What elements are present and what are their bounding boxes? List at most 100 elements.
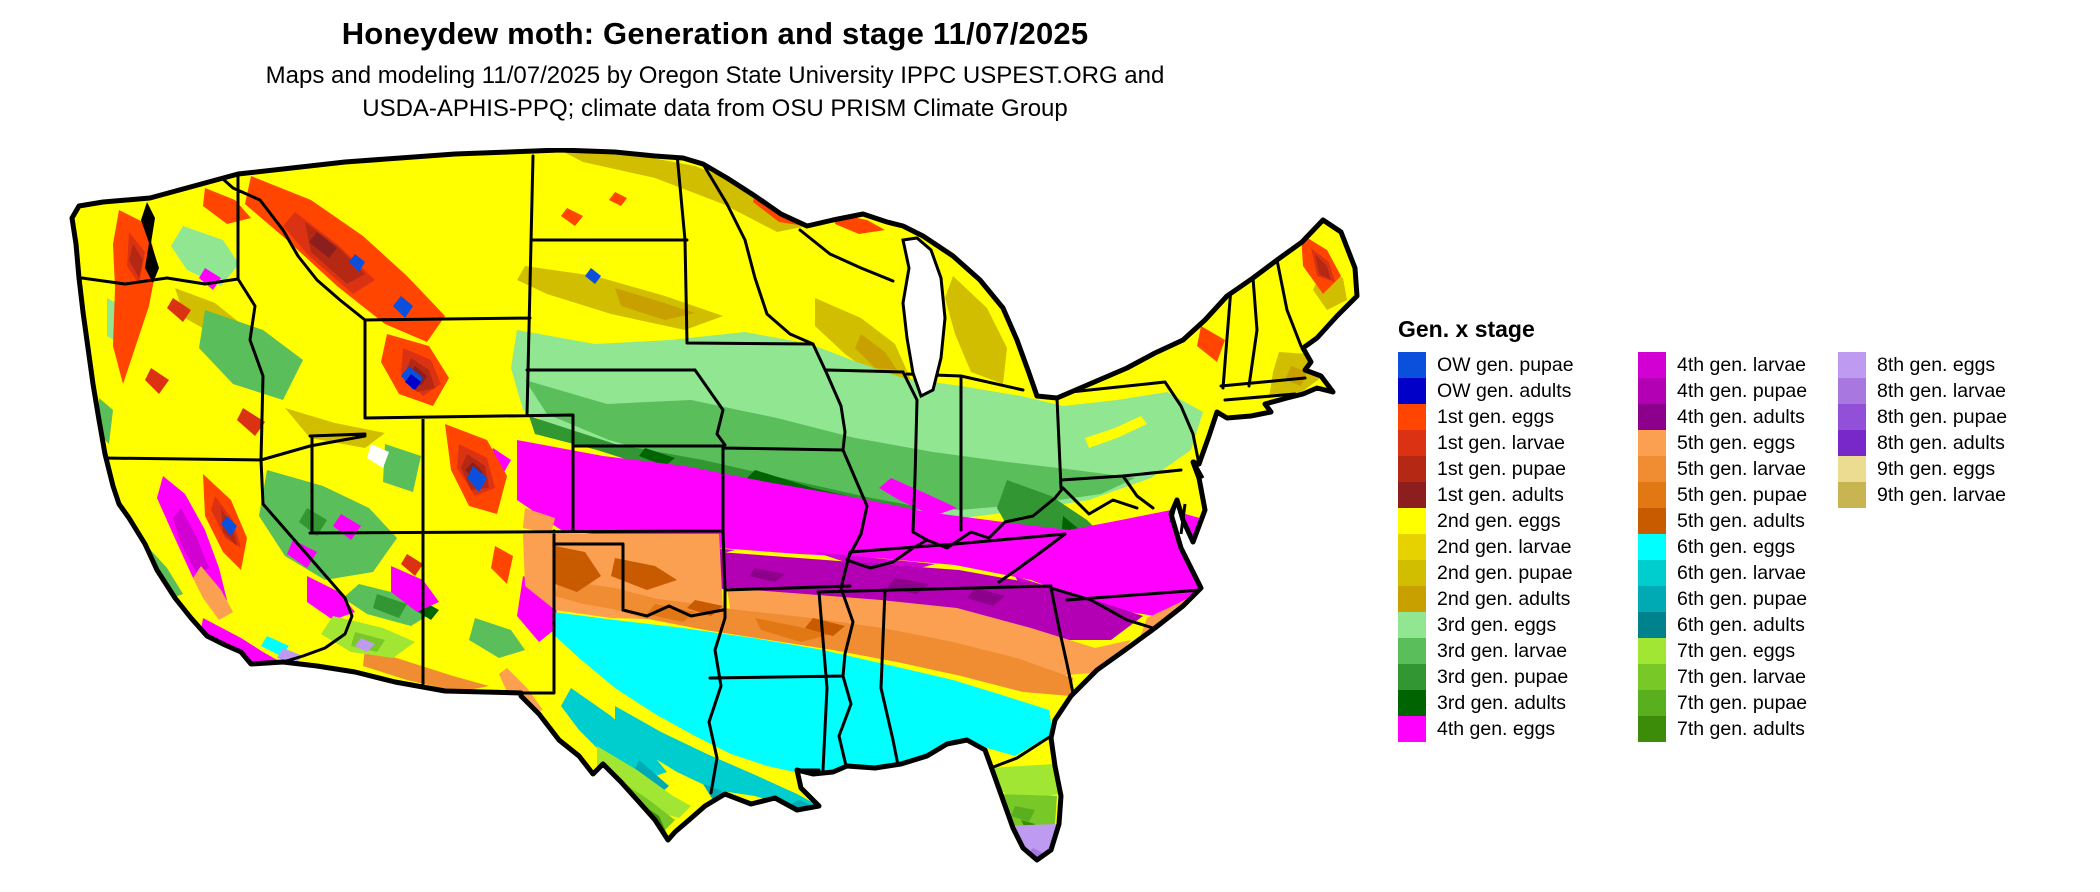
map-region-patch	[349, 254, 365, 272]
legend-swatch-g5_adults	[1638, 508, 1666, 534]
legend-label: 6th gen. adults	[1677, 613, 1805, 636]
legend-label: 8th gen. larvae	[1877, 379, 2007, 402]
map-region-patch	[287, 540, 317, 568]
legend-label: 4th gen. adults	[1677, 405, 1805, 428]
legend-label: 8th gen. adults	[1877, 431, 2005, 454]
legend-item: 6th gen. adults	[1638, 612, 1807, 638]
legend-label: 7th gen. eggs	[1677, 639, 1796, 662]
legend-swatch-g1_pupae	[1398, 456, 1426, 482]
map-region-patch	[987, 870, 995, 880]
map-region-patch	[525, 380, 1135, 510]
subtitle-line-1: Maps and modeling 11/07/2025 by Oregon S…	[265, 62, 1165, 89]
legend-label: 9th gen. larvae	[1877, 483, 2007, 506]
map-region-patch	[805, 618, 845, 636]
legend-item: 1st gen. adults	[1398, 482, 1574, 508]
legend-swatch-g3_pupae	[1398, 664, 1426, 690]
legend-label: 2nd gen. pupae	[1437, 561, 1573, 584]
legend-swatch-g7_pupae	[1638, 690, 1666, 716]
legend-label: 3rd gen. larvae	[1437, 639, 1568, 662]
legend-label: 1st gen. larvae	[1437, 431, 1565, 454]
map-region-patch	[967, 588, 1005, 606]
map-region-patch	[727, 588, 1131, 676]
legend-swatch-ow_pupae	[1398, 352, 1426, 378]
map-region-patch	[855, 334, 897, 370]
legend-label: OW gen. pupae	[1437, 353, 1574, 376]
legend-item: 3rd gen. eggs	[1398, 612, 1574, 638]
map-region-ow-gen-adults	[405, 374, 421, 390]
legend-label: 1st gen. pupae	[1437, 457, 1567, 480]
legend-label: 1st gen. eggs	[1437, 405, 1555, 428]
map-region-patch	[221, 516, 237, 536]
legend-label: 6th gen. larvae	[1677, 561, 1807, 584]
legend-item: 8th gen. adults	[1838, 430, 2007, 456]
legend-item: 4th gen. adults	[1638, 404, 1807, 430]
legend-item: 5th gen. eggs	[1638, 430, 1807, 456]
legend-swatch-g6_pupae	[1638, 586, 1666, 612]
legend-item: 5th gen. larvae	[1638, 456, 1807, 482]
legend-label: OW gen. adults	[1437, 379, 1572, 402]
legend-label: 4th gen. larvae	[1677, 353, 1807, 376]
map-region-patch	[647, 604, 695, 622]
legend-swatch-ow_adults	[1398, 378, 1426, 404]
legend-column-1: OW gen. pupae OW gen. adults 1st gen. eggs…	[1398, 352, 1574, 742]
legend-item: 9th gen. eggs	[1838, 456, 2007, 482]
legend-item: OW gen. adults	[1398, 378, 1574, 404]
legend-label: 5th gen. adults	[1677, 509, 1805, 532]
chesapeake-bay-lines	[1169, 459, 1205, 535]
map-region-patch	[595, 592, 1073, 696]
legend-swatch-g1_adults	[1398, 482, 1426, 508]
legend-swatch-g6_eggs	[1638, 534, 1666, 560]
legend-item: 4th gen. pupae	[1638, 378, 1807, 404]
legend-columns: OW gen. pupae OW gen. adults 1st gen. eggs…	[1398, 352, 2088, 752]
legend-item: 1st gen. larvae	[1398, 430, 1574, 456]
legend-item: 4th gen. eggs	[1398, 716, 1574, 742]
map-region-patch	[391, 566, 439, 612]
map-region-patch	[393, 296, 413, 318]
legend-swatch-g7_adults	[1638, 716, 1666, 742]
legend-item: 5th gen. pupae	[1638, 482, 1807, 508]
page-subtitle: Maps and modeling 11/07/2025 by Oregon S…	[0, 60, 1430, 126]
map-raster	[72, 150, 1357, 884]
legend-swatch-g6_larvae	[1638, 560, 1666, 586]
legend-item: 8th gen. larvae	[1838, 378, 2007, 404]
legend-item: 3rd gen. pupae	[1398, 664, 1574, 690]
legend-swatch-g6_adults	[1638, 612, 1666, 638]
map-region-patch	[1085, 416, 1147, 448]
map-svg	[69, 148, 1360, 884]
us-generation-stage-map	[55, 148, 1400, 892]
legend-label: 2nd gen. larvae	[1437, 535, 1572, 558]
map-region-patch	[555, 546, 601, 592]
map-region-patch	[615, 706, 819, 808]
legend-swatch-g2_adults	[1398, 586, 1426, 612]
map-region-patch	[167, 298, 191, 322]
map-region-patch	[1011, 874, 1029, 884]
legend-item: 6th gen. eggs	[1638, 534, 1807, 560]
legend-item: 8th gen. pupae	[1838, 404, 2007, 430]
legend-label: 7th gen. larvae	[1677, 665, 1807, 688]
map-region-patch	[585, 268, 601, 284]
map-region-3rd-gen-larvae	[97, 310, 1135, 658]
legend-swatch-g3_eggs	[1398, 612, 1426, 638]
map-region-2nd-gen-adults	[615, 288, 1307, 386]
legend-swatch-g4_pupae	[1638, 378, 1666, 404]
legend-swatch-g8_eggs	[1838, 352, 1866, 378]
map-region-patch	[199, 310, 303, 400]
map-region-patch	[145, 368, 169, 394]
legend-item: 2nd gen. adults	[1398, 586, 1574, 612]
legend-item: 3rd gen. adults	[1398, 690, 1574, 716]
legend-swatch-g4_adults	[1638, 404, 1666, 430]
legend-label: 6th gen. pupae	[1677, 587, 1808, 610]
legend-item: 2nd gen. pupae	[1398, 560, 1574, 586]
map-region-patch	[1315, 254, 1331, 280]
map-region-patch	[1011, 806, 1035, 822]
legend-swatch-g4_larvae	[1638, 352, 1666, 378]
legend-column-2: 4th gen. larvae 4th gen. pupae 4th gen. ad…	[1638, 352, 1807, 742]
legend-label: 3rd gen. adults	[1437, 691, 1567, 714]
legend-item: 6th gen. pupae	[1638, 586, 1807, 612]
legend-label: 7th gen. pupae	[1677, 691, 1808, 714]
us-coast-outline	[69, 148, 1360, 863]
legend-label: 3rd gen. eggs	[1437, 613, 1557, 636]
legend-item: 2nd gen. eggs	[1398, 508, 1574, 534]
legend-swatch-g7_larvae	[1638, 664, 1666, 690]
